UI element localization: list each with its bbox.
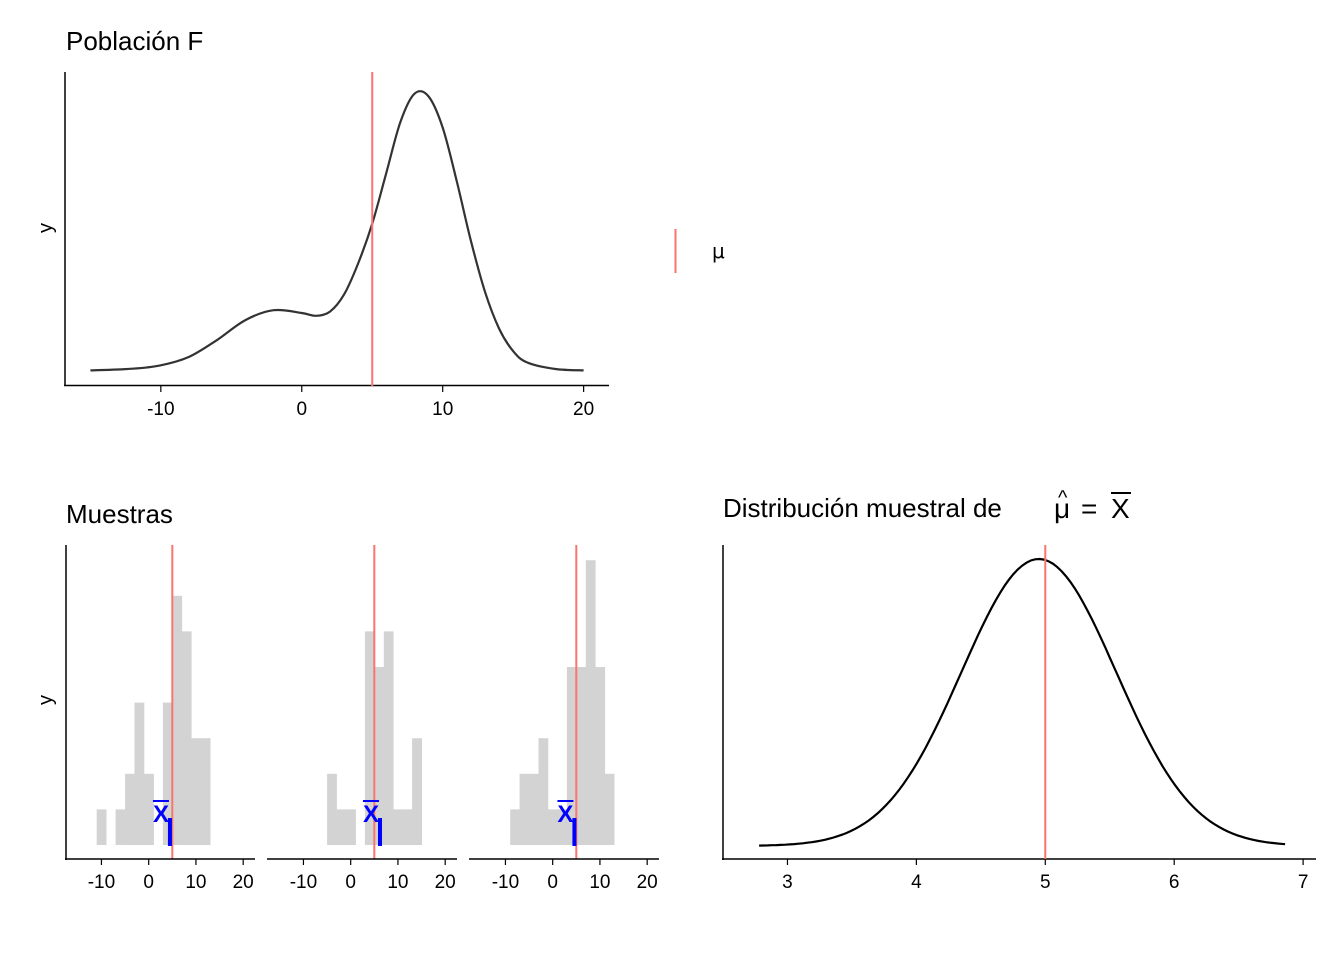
sample-mean-label: X: [153, 801, 169, 828]
histogram-bar: [529, 773, 539, 845]
population-title: Población F: [66, 26, 203, 56]
sampling-tick-label: 4: [911, 872, 922, 893]
sample-tick-label: 20: [435, 872, 456, 893]
histogram-bar: [557, 809, 568, 845]
sample-tick-label: 10: [387, 872, 408, 893]
legend: μ: [674, 229, 725, 273]
sample-tick-label: 10: [185, 872, 206, 893]
sampling-density-curve: [759, 557, 1286, 847]
formula-mu: μ: [1054, 493, 1070, 524]
population-panel: Población F y -10 0 10 20: [35, 26, 609, 420]
sample-histogram: [510, 560, 615, 845]
histogram-bar: [96, 809, 107, 845]
sample-tick-label: -10: [290, 872, 317, 893]
histogram-bar: [538, 738, 549, 845]
histogram-bar: [548, 809, 558, 845]
histogram-bar: [134, 702, 145, 845]
histogram-bar: [181, 631, 192, 845]
sampling-tick-label: 3: [782, 872, 793, 893]
population-density-curve: [90, 90, 584, 372]
sample-mean-label: X: [363, 801, 379, 828]
histogram-bar: [519, 773, 530, 845]
sample-x-ticks: -10 0 10 20: [290, 859, 456, 893]
samples-y-label: y: [35, 695, 57, 705]
sample-tick-label: -10: [492, 872, 519, 893]
sample-tick-label: 20: [233, 872, 254, 893]
histogram-bar: [585, 560, 596, 845]
histogram-bar: [144, 773, 154, 845]
histogram-bar: [412, 738, 422, 845]
sample-tick-label: 0: [547, 872, 558, 893]
sample-x-ticks: -10 0 10 20: [88, 859, 254, 893]
histogram-bar: [576, 667, 587, 845]
histogram-bar: [115, 809, 126, 845]
histogram-bar: [510, 809, 520, 845]
population-tick-label: -10: [147, 399, 174, 420]
sampling-tick-label: 6: [1169, 872, 1180, 893]
histogram-bar: [191, 738, 202, 845]
sample-tick-label: 0: [143, 872, 154, 893]
sampling-x-ticks: 3 4 5 6 7: [782, 859, 1308, 893]
histogram-bar: [393, 809, 404, 845]
legend-mu-label: μ: [712, 239, 725, 263]
histogram-bar: [383, 631, 394, 845]
sampling-distribution-formula: μ ^ = X: [1054, 487, 1131, 524]
histogram-bar: [595, 667, 606, 845]
histogram-bar: [402, 809, 413, 845]
population-tick-label: 0: [296, 399, 307, 420]
sample-tick-label: 0: [345, 872, 356, 893]
sampling-distribution-panel: Distribución muestral de μ ^ = X 3 4 5 6…: [722, 487, 1316, 893]
sample-x-ticks: -10 0 10 20: [492, 859, 658, 893]
histogram-bar: [336, 809, 347, 845]
sample-facet-3: X -10 0 10 20: [469, 545, 659, 893]
sample-histogram: [327, 631, 422, 845]
formula-hat: ^: [1058, 487, 1068, 509]
population-tick-label: 20: [573, 399, 594, 420]
sample-histogram: [96, 595, 211, 845]
sample-facet-1: X -10 0 10 20: [65, 545, 255, 893]
histogram-bar: [125, 773, 135, 845]
samples-panel: Muestras y X -10 0 10 20: [35, 499, 659, 893]
formula-xbar: X: [1111, 493, 1130, 524]
histogram-bar: [566, 667, 577, 845]
sample-tick-label: 10: [589, 872, 610, 893]
histogram-bar: [364, 631, 375, 845]
sampling-distribution-title: Distribución muestral de: [723, 493, 1002, 523]
sample-mean-label: X: [557, 801, 573, 828]
sampling-tick-label: 7: [1298, 872, 1309, 893]
histogram-bar: [374, 667, 385, 845]
histogram-bar: [346, 809, 356, 845]
population-x-ticks: -10 0 10 20: [147, 386, 594, 420]
histogram-bar: [200, 738, 211, 845]
samples-title: Muestras: [66, 499, 173, 529]
formula-equals: =: [1081, 493, 1097, 524]
sample-facet-2: X -10 0 10 20: [267, 545, 457, 893]
histogram-bar: [172, 595, 183, 845]
sample-tick-label: 20: [637, 872, 658, 893]
histogram-bar: [604, 773, 615, 845]
histogram-bar: [162, 702, 173, 845]
sampling-tick-label: 5: [1040, 872, 1051, 893]
histogram-bar: [327, 773, 337, 845]
sample-tick-label: -10: [88, 872, 115, 893]
population-tick-label: 10: [432, 399, 453, 420]
population-y-label: y: [35, 223, 57, 233]
